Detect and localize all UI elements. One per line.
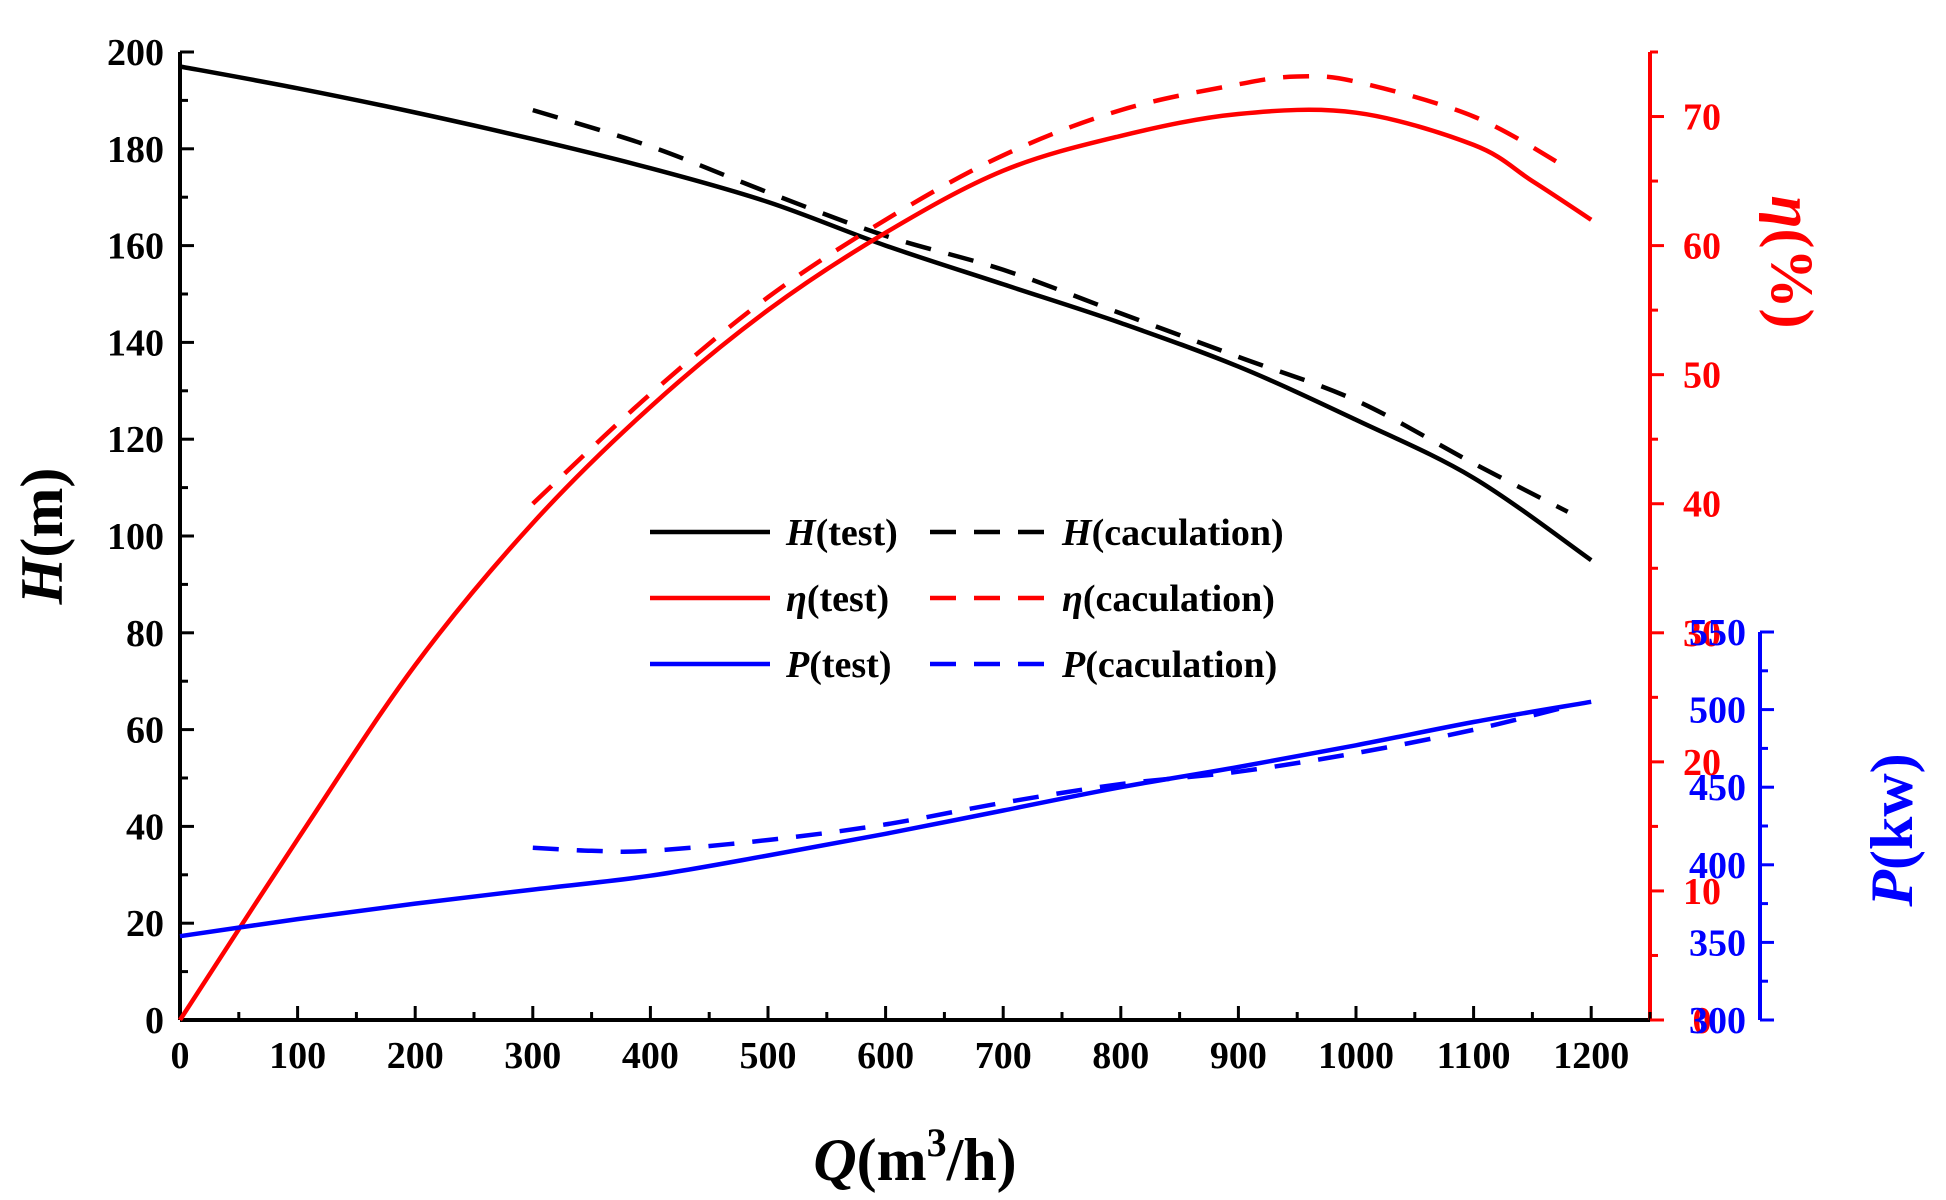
legend-label: η(test) bbox=[786, 578, 889, 620]
series-eta-test-line bbox=[178, 107, 1593, 1022]
p-tick-label: 500 bbox=[1689, 690, 1746, 732]
eta-tick-label: 50 bbox=[1683, 355, 1721, 397]
x-tick-label: 1200 bbox=[1553, 1035, 1629, 1077]
x-axis-title-unit: (m bbox=[857, 1127, 927, 1193]
p-tick-label: 450 bbox=[1689, 767, 1746, 809]
legend-label-var: η bbox=[1062, 578, 1083, 620]
h-axis-title-var: H bbox=[9, 555, 75, 605]
eta-tick-label: 70 bbox=[1683, 97, 1721, 139]
h-tick-label: 0 bbox=[145, 1000, 164, 1042]
legend-label-var: η bbox=[786, 578, 807, 620]
h-tick-label: 100 bbox=[107, 516, 164, 558]
eta-tick-label: 0 bbox=[1693, 1000, 1712, 1042]
x-tick-label: 700 bbox=[975, 1035, 1032, 1077]
x-tick-label: 400 bbox=[622, 1035, 679, 1077]
legend-label: η(caculation) bbox=[1062, 578, 1275, 620]
eta-tick-label: 20 bbox=[1683, 742, 1721, 784]
series-p-test-line bbox=[179, 699, 1592, 939]
h-tick-label: 140 bbox=[107, 322, 164, 364]
series-h-test-line bbox=[179, 64, 1593, 563]
x-tick-label: 200 bbox=[387, 1035, 444, 1077]
legend-label: H(test) bbox=[785, 512, 898, 554]
legend-label-rest: (test) bbox=[807, 578, 889, 620]
eta-axis-title-unit: (%) bbox=[1759, 228, 1825, 328]
x-tick-label: 300 bbox=[504, 1035, 561, 1077]
legend-label-var: H bbox=[785, 512, 817, 554]
x-axis-title-sup: 3 bbox=[927, 1120, 947, 1165]
h-tick-label: 60 bbox=[126, 710, 164, 752]
series-p-calculation-line bbox=[532, 704, 1569, 854]
p-tick-label: 300 bbox=[1689, 1000, 1746, 1042]
x-tick-label: 800 bbox=[1092, 1035, 1149, 1077]
plot-frame bbox=[178, 52, 1762, 1022]
legend-label-var: P bbox=[1061, 644, 1086, 686]
x-tick-label: 1100 bbox=[1437, 1035, 1511, 1077]
h-tick-label: 200 bbox=[107, 32, 164, 74]
eta-tick-label: 10 bbox=[1683, 871, 1721, 913]
legend-label: H(caculation) bbox=[1061, 512, 1284, 554]
legend-label-rest: (caculation) bbox=[1092, 512, 1284, 554]
p-tick-label: 550 bbox=[1689, 612, 1746, 654]
p-tick-label: 400 bbox=[1689, 845, 1746, 887]
x-tick-label: 0 bbox=[171, 1035, 190, 1077]
h-tick-label: 20 bbox=[126, 903, 164, 945]
h-tick-label: 40 bbox=[126, 806, 164, 848]
legend-label-rest: (test) bbox=[809, 644, 891, 686]
legend-label-rest: (caculation) bbox=[1083, 578, 1275, 620]
h-tick-label: 80 bbox=[126, 613, 164, 655]
h-tick-label: 180 bbox=[107, 129, 164, 171]
series-lines bbox=[178, 64, 1593, 1022]
axis-titles: Q(m3/h)H(m)η(%)P(kw) bbox=[9, 196, 1925, 1193]
legend-label-rest: (test) bbox=[816, 512, 898, 554]
axis-ticks: 0 100 200 300 400 500 600 700 800 900 1000 1100 1200… bbox=[107, 32, 1774, 1077]
p-axis-title-unit: (kw) bbox=[1859, 753, 1925, 870]
x-tick-label: 1000 bbox=[1318, 1035, 1394, 1077]
eta-tick-label: 30 bbox=[1683, 613, 1721, 655]
x-axis-title-var: Q bbox=[813, 1127, 856, 1193]
x-axis-title-unit-end: /h) bbox=[946, 1127, 1017, 1193]
p-axis-title-var: P bbox=[1859, 869, 1925, 908]
legend-label-var: H bbox=[1061, 512, 1093, 554]
h-axis-title: H(m) bbox=[9, 468, 75, 606]
eta-tick-label: 60 bbox=[1683, 226, 1721, 268]
x-tick-label: 100 bbox=[269, 1035, 326, 1077]
x-tick-label: 500 bbox=[740, 1035, 797, 1077]
x-tick-label: 900 bbox=[1210, 1035, 1267, 1077]
x-tick-label: 600 bbox=[857, 1035, 914, 1077]
legend-label: P(caculation) bbox=[1061, 644, 1277, 686]
p-axis-title: P(kw) bbox=[1859, 753, 1925, 907]
h-axis-title-unit: (m) bbox=[9, 468, 75, 558]
series-eta-calculation-line bbox=[531, 73, 1569, 506]
eta-tick-label: 40 bbox=[1683, 484, 1721, 526]
eta-axis-title: η(%) bbox=[1759, 196, 1825, 329]
series-h-calculation-line bbox=[532, 107, 1569, 514]
h-tick-label: 120 bbox=[107, 419, 164, 461]
legend-label-var: P bbox=[785, 644, 810, 686]
legend-label: P(test) bbox=[785, 644, 892, 686]
h-tick-label: 160 bbox=[107, 226, 164, 268]
legend-label-rest: (caculation) bbox=[1085, 644, 1277, 686]
p-tick-label: 350 bbox=[1689, 922, 1746, 964]
x-axis-title: Q(m3/h) bbox=[813, 1120, 1016, 1193]
eta-axis-title-var: η bbox=[1759, 196, 1825, 229]
legend: H(test) H(caculation)η(test) η(caculation)… bbox=[650, 512, 1284, 686]
